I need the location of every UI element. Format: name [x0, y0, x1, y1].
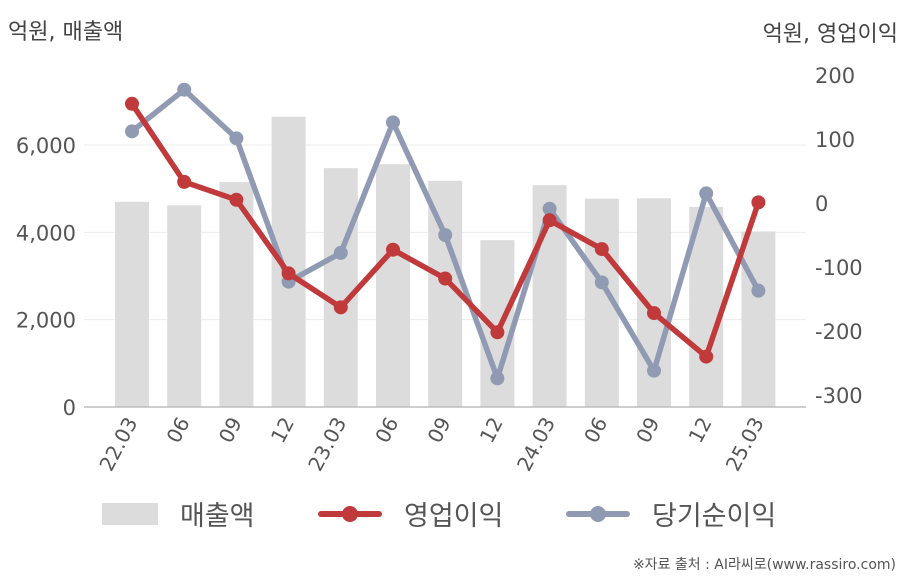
x-tick-label: 12: [475, 413, 508, 447]
legend: 매출액 영업이익 당기순이익: [0, 494, 908, 534]
operating-profit-point: [177, 174, 192, 189]
legend-item-net-income: 당기순이익: [566, 494, 776, 533]
x-tick-label: 23.03: [303, 413, 351, 475]
left-tick-label: 6,000: [16, 134, 76, 158]
x-tick-label: 12: [266, 413, 299, 447]
legend-label-revenue: 매출액: [180, 501, 255, 532]
left-tick-label: 2,000: [16, 309, 76, 333]
net-income-point: [438, 228, 453, 242]
legend-item-revenue: 매출액: [102, 494, 255, 533]
legend-item-operating-profit: 영업이익: [318, 494, 503, 533]
x-tick-label: 09: [214, 413, 247, 447]
revenue-bars: [115, 116, 776, 407]
operating-profit-point: [542, 213, 557, 228]
operating-profit-point: [647, 306, 661, 321]
operating-profit-point: [229, 192, 244, 207]
right-tick-label: -300: [815, 384, 863, 408]
operating-profit-point: [699, 349, 714, 364]
operating-profit-point: [333, 300, 348, 315]
net-income-point: [229, 131, 244, 146]
net-income-point: [125, 124, 139, 139]
revenue-bar: [376, 164, 410, 407]
net-income-point: [647, 363, 661, 378]
right-tick-label: -100: [815, 256, 863, 280]
profit-lines: [125, 82, 766, 386]
x-tick-label: 09: [631, 413, 664, 447]
operating-profit-swatch: [318, 503, 382, 525]
x-tick-label: 22.03: [94, 413, 142, 475]
x-tick-label: 24.03: [512, 413, 560, 475]
operating-profit-point: [438, 271, 453, 286]
operating-profit-point: [386, 242, 400, 257]
net-income-swatch: [566, 503, 630, 525]
source-note: ※자료 출처 : AI라씨로(www.rassiro.com): [632, 557, 896, 573]
legend-label-net-income: 당기순이익: [652, 501, 777, 532]
right-tick-label: 0: [815, 192, 828, 216]
operating-profit-point: [125, 96, 139, 111]
right-tick-label: 100: [815, 128, 855, 152]
right-axis-unit: 억원, 영업이익: [762, 22, 898, 47]
x-tick-label: 25.03: [721, 413, 769, 475]
x-tick-label: 06: [579, 413, 612, 447]
left-tick-label: 0: [63, 396, 76, 420]
right-tick-label: 200: [815, 64, 855, 88]
operating-profit-point: [751, 195, 766, 210]
operating-profit-point: [281, 266, 296, 281]
legend-label-operating-profit: 영업이익: [404, 501, 504, 532]
net-income-point: [751, 283, 766, 298]
revenue-bar: [323, 168, 358, 407]
net-income-point: [177, 82, 192, 97]
x-tick-label: 06: [370, 413, 403, 447]
net-income-point: [699, 186, 714, 201]
left-axis-unit: 억원, 매출액: [8, 20, 124, 45]
operating-profit-point: [594, 242, 609, 257]
left-tick-label: 4,000: [16, 221, 76, 245]
x-tick-label: 09: [422, 413, 455, 447]
x-tick-label: 06: [161, 413, 194, 447]
revenue-swatch: [102, 502, 158, 525]
revenue-bar: [741, 231, 776, 407]
revenue-bar: [167, 205, 202, 407]
right-tick-label: -200: [815, 320, 863, 344]
net-income-point: [594, 275, 609, 290]
operating-profit-point: [490, 325, 505, 340]
revenue-bar: [271, 116, 306, 407]
revenue-bar: [115, 201, 149, 407]
net-income-point: [542, 201, 557, 216]
net-income-point: [386, 115, 400, 130]
net-income-point: [333, 245, 348, 260]
combo-chart: 0 2,000 4,000 6,000 -300 -200 -100 0 100 200 22.03…: [16, 64, 863, 475]
x-tick-label: 12: [683, 413, 716, 447]
net-income-point: [490, 371, 505, 386]
